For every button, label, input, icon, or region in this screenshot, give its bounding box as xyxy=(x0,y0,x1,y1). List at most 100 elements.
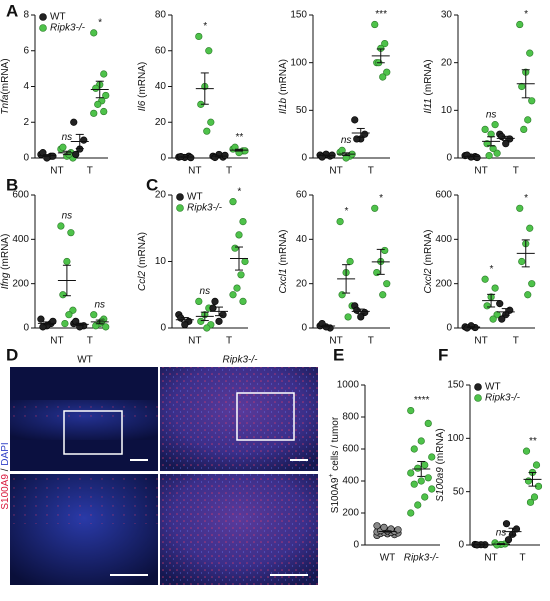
y-tick-label: 0 xyxy=(160,323,166,334)
data-point xyxy=(59,291,67,299)
data-point xyxy=(379,291,387,299)
data-point xyxy=(407,407,415,415)
data-point xyxy=(371,20,379,29)
data-point xyxy=(346,257,354,266)
y-tick-label: 6 xyxy=(23,45,29,56)
label-part: (mRNA) xyxy=(278,59,289,98)
label-part: Ccl2 xyxy=(137,271,148,291)
data-point xyxy=(70,118,78,126)
data-point xyxy=(197,317,205,325)
data-point xyxy=(428,485,436,493)
stain-part: S100A9 xyxy=(0,474,11,510)
data-point xyxy=(215,317,223,325)
y-tick-label: 400 xyxy=(12,234,29,245)
data-point xyxy=(195,297,203,306)
data-point xyxy=(489,144,497,153)
data-point xyxy=(235,231,243,239)
data-point xyxy=(481,125,489,133)
label-part: (mRNA) xyxy=(137,62,148,101)
data-point xyxy=(336,218,344,226)
label-part: (mRNA) xyxy=(0,58,11,94)
legend-swatch xyxy=(176,193,184,201)
data-point xyxy=(90,109,98,117)
data-point xyxy=(516,20,524,29)
significance: ** xyxy=(235,132,244,143)
data-point xyxy=(63,257,71,266)
data-point xyxy=(518,257,526,266)
significance: * xyxy=(489,264,494,275)
x-tick-label: T xyxy=(519,553,525,564)
data-point xyxy=(57,222,65,230)
x-tick-label: T xyxy=(513,166,519,177)
data-point xyxy=(512,525,521,533)
significance: * xyxy=(344,206,349,217)
stain-part: DAPI xyxy=(0,442,11,465)
y-tick-label: 200 xyxy=(342,508,359,519)
legend-label: WT xyxy=(485,382,501,393)
data-point xyxy=(237,271,245,279)
legend-label: WT xyxy=(50,12,66,23)
significance: ns xyxy=(341,135,352,146)
y-tick-label: 400 xyxy=(342,476,359,487)
y-tick-label: 100 xyxy=(447,433,464,444)
data-point xyxy=(407,469,415,477)
legend-swatch xyxy=(474,394,482,402)
data-point xyxy=(421,461,429,469)
x-tick-label: NT xyxy=(329,166,342,177)
x-tick-label: T xyxy=(368,336,374,347)
significance: * xyxy=(524,193,529,204)
significance: * xyxy=(203,21,208,32)
data-point xyxy=(481,275,489,283)
data-point xyxy=(417,477,425,485)
data-point xyxy=(65,311,73,319)
y-tick-label: 60 xyxy=(155,45,167,56)
y-tick-label: 0 xyxy=(23,323,29,334)
data-point xyxy=(522,447,531,455)
data-point xyxy=(383,280,391,288)
data-point xyxy=(353,135,361,143)
y-axis-label: Ifng (mRNA) xyxy=(0,234,11,290)
stain xyxy=(160,474,318,585)
data-point xyxy=(504,536,513,544)
significance: ns xyxy=(62,132,73,143)
stain-label: S100A9 / DAPI xyxy=(0,442,11,509)
column-label: Ripk3-/- xyxy=(222,355,258,366)
y-tick-label: 150 xyxy=(290,10,307,21)
data-point xyxy=(414,464,422,472)
y-tick-label: 0 xyxy=(446,323,452,334)
data-point xyxy=(72,150,80,159)
data-point xyxy=(483,302,491,310)
significance: ns xyxy=(496,528,507,539)
data-point xyxy=(90,311,98,319)
data-point xyxy=(410,480,418,488)
data-point xyxy=(526,498,535,506)
data-point xyxy=(380,523,388,532)
y-tick-label: 0 xyxy=(458,540,464,551)
label-part: Ifng xyxy=(0,272,11,289)
x-tick-label: NT xyxy=(474,336,487,347)
y-tick-label: 1000 xyxy=(337,380,360,391)
data-point xyxy=(489,315,497,323)
data-point xyxy=(414,501,422,509)
label-part: Il6 xyxy=(137,100,148,111)
y-tick-label: 0 xyxy=(301,153,307,164)
data-point xyxy=(524,291,532,299)
data-point xyxy=(379,73,387,81)
zoom-box xyxy=(63,410,123,455)
y-axis-label: Il11 (mRNA) xyxy=(423,59,434,113)
significance: ns xyxy=(486,109,497,120)
x-tick-label: T xyxy=(226,336,232,347)
y-tick-label: 150 xyxy=(447,380,464,391)
data-point xyxy=(102,91,110,100)
significance: **** xyxy=(413,395,430,406)
data-point xyxy=(528,280,536,288)
y-tick-label: 20 xyxy=(155,117,167,128)
y-tick-label: 40 xyxy=(296,234,308,245)
panel-letter: E xyxy=(333,345,344,364)
x-tick-label: Ripk3-/- xyxy=(404,553,440,564)
data-point xyxy=(209,304,217,312)
panel-letter: D xyxy=(6,345,18,364)
y-tick-label: 100 xyxy=(290,57,307,68)
data-point xyxy=(239,297,247,306)
significance: * xyxy=(98,18,103,29)
